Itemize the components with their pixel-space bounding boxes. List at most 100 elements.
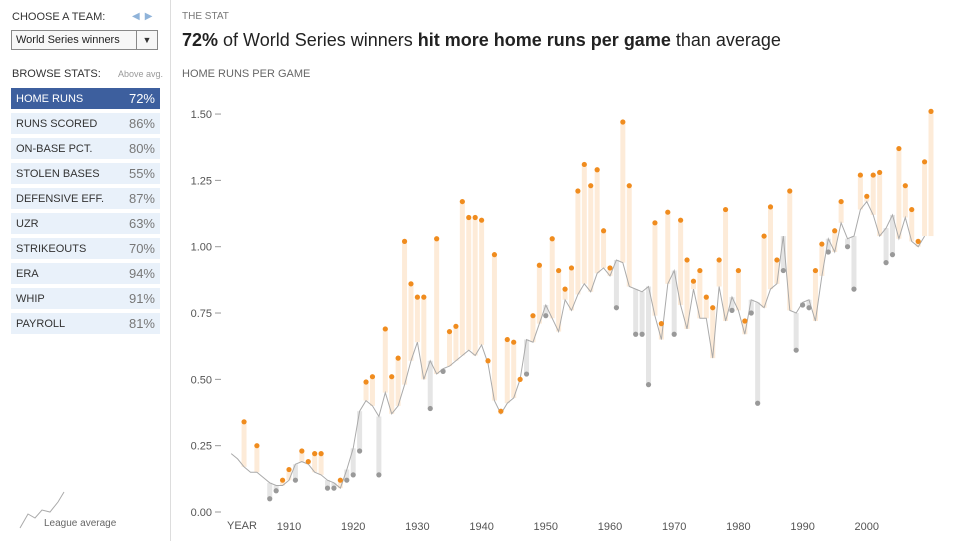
difference-bar: [568, 267, 574, 311]
winner-point: [594, 167, 600, 173]
difference-bar: [684, 259, 690, 329]
winner-point: [479, 217, 485, 223]
difference-bar: [414, 297, 420, 343]
difference-bar: [896, 148, 902, 239]
difference-bar: [376, 416, 382, 475]
winner-point: [774, 257, 780, 263]
difference-bar: [735, 270, 741, 311]
headline-bold: hit more home runs per game: [417, 30, 671, 50]
difference-bar: [382, 328, 388, 393]
winner-point: [896, 145, 902, 152]
winner-point: [324, 485, 331, 491]
difference-bar: [466, 217, 472, 351]
stat-name: ERA: [16, 268, 39, 280]
difference-bar: [292, 464, 298, 481]
difference-bar: [716, 259, 722, 287]
difference-bar: [588, 185, 594, 292]
difference-bar: [697, 270, 703, 319]
winner-point: [844, 244, 851, 250]
next-arrow-icon[interactable]: ▶: [144, 11, 158, 22]
stat-item-on-base-pct[interactable]: ON-BASE PCT. 80%: [11, 138, 160, 159]
difference-bar: [299, 450, 305, 462]
y-tick-label: 0.50: [191, 374, 212, 386]
winner-point: [645, 382, 652, 388]
stat-pct: 87%: [128, 191, 155, 206]
difference-bar: [857, 175, 863, 210]
headline: 72% of World Series winners hit more hom…: [182, 30, 781, 51]
y-tick-label: 1.25: [191, 175, 212, 187]
winner-point: [523, 371, 530, 377]
difference-bar: [241, 421, 247, 467]
winner-point: [530, 313, 536, 319]
above-avg-label: Above avg.: [118, 69, 164, 79]
stat-item-strikeouts[interactable]: STRIKEOUTS 70%: [11, 238, 160, 259]
winner-point: [658, 321, 664, 327]
stat-pct: 94%: [128, 266, 155, 281]
winner-point: [620, 119, 626, 125]
winner-point: [819, 241, 825, 247]
winner-point: [607, 265, 613, 271]
winner-point: [440, 368, 446, 374]
x-tick-label: 1980: [726, 521, 750, 533]
team-select[interactable]: World Series winners ▼: [11, 30, 158, 50]
league-average-legend-label: League average: [44, 518, 117, 529]
difference-bar: [748, 299, 754, 314]
prev-arrow-icon[interactable]: ◀: [132, 11, 145, 22]
difference-bar: [658, 323, 664, 340]
winner-point: [408, 281, 414, 287]
winner-point: [350, 472, 356, 478]
x-tick-label: 1950: [534, 521, 558, 533]
y-tick-label: 0.25: [191, 441, 212, 453]
winner-point: [851, 286, 857, 292]
winner-point: [414, 294, 420, 300]
difference-bar: [408, 283, 414, 361]
stat-item-runs-scored[interactable]: RUNS SCORED 86%: [11, 113, 160, 134]
winner-point: [459, 198, 465, 205]
winner-point: [613, 305, 620, 311]
difference-bar: [761, 236, 767, 308]
difference-bar: [318, 453, 324, 475]
difference-bar: [825, 238, 831, 253]
winner-point: [581, 161, 587, 168]
difference-bar: [710, 307, 716, 359]
y-tick-label: 0.00: [191, 507, 212, 519]
difference-bar: [459, 201, 465, 356]
winner-point: [279, 477, 286, 483]
winner-point: [312, 451, 318, 457]
stat-item-era[interactable]: ERA 94%: [11, 263, 160, 284]
winner-point: [812, 267, 819, 274]
winner-point: [543, 313, 549, 319]
winner-point: [562, 286, 568, 292]
winner-point: [870, 172, 876, 178]
difference-bar: [254, 445, 260, 473]
difference-bar: [729, 297, 735, 311]
league-average-line: [230, 200, 926, 489]
difference-bar: [350, 448, 356, 475]
stat-item-stolen-bases[interactable]: STOLEN BASES 55%: [11, 163, 160, 184]
difference-bar: [768, 206, 773, 290]
difference-bar: [909, 209, 915, 242]
stat-item-payroll[interactable]: PAYROLL 81%: [11, 313, 160, 334]
stat-name: ON-BASE PCT.: [16, 143, 93, 155]
difference-bar: [613, 259, 619, 308]
stat-item-home-runs[interactable]: HOME RUNS 72%: [11, 88, 160, 109]
difference-bar: [504, 339, 510, 404]
winner-point: [889, 252, 896, 258]
x-tick-label: 2000: [855, 521, 879, 533]
winner-point: [498, 408, 504, 414]
difference-bar: [633, 289, 639, 335]
winner-point: [568, 265, 575, 271]
stat-item-whip[interactable]: WHIP 91%: [11, 288, 160, 309]
stat-pct: 70%: [128, 241, 155, 256]
y-tick-label: 1.50: [191, 109, 212, 121]
difference-bar: [665, 212, 671, 284]
x-tick-label: 1910: [277, 521, 301, 533]
stat-item-uzr[interactable]: UZR 63%: [11, 213, 160, 234]
stat-item-defensive-eff[interactable]: DEFENSIVE EFF. 87%: [11, 188, 160, 209]
x-tick-label: 1960: [598, 521, 622, 533]
difference-bar: [369, 376, 375, 406]
winner-point: [902, 183, 908, 189]
winner-point: [536, 262, 542, 268]
chevron-down-icon[interactable]: ▼: [136, 31, 157, 49]
winner-point: [472, 214, 478, 221]
